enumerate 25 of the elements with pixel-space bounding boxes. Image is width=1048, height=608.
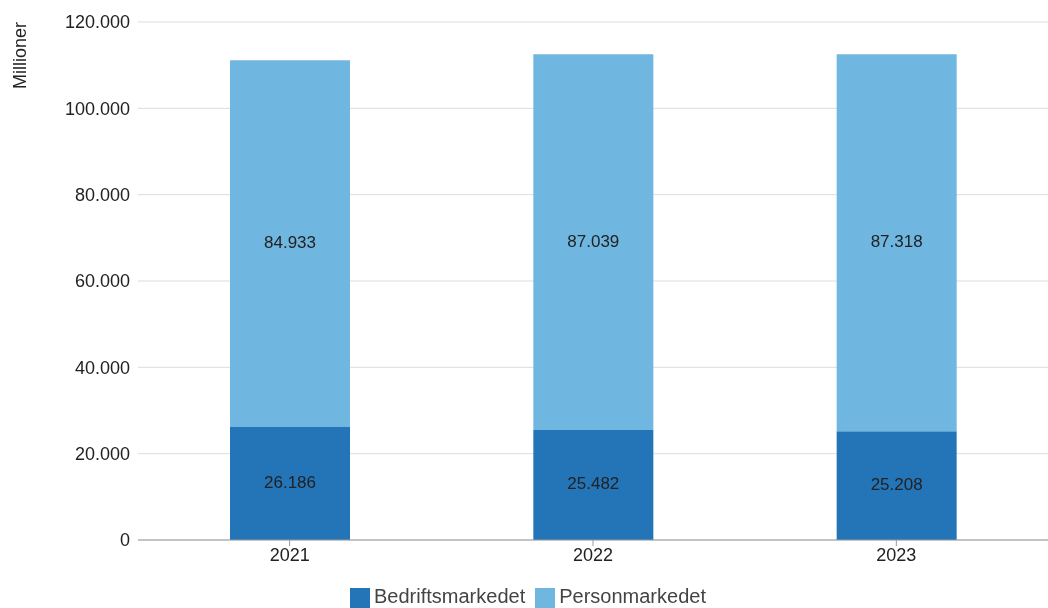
- y-axis-title: Millioner: [9, 22, 30, 90]
- y-tick-label: 100.000: [64, 98, 130, 119]
- data-label: 25.482: [567, 474, 620, 494]
- data-label: 87.318: [870, 232, 923, 252]
- data-label: 87.039: [567, 231, 620, 251]
- legend-label: Bedriftsmarkedet: [374, 585, 526, 607]
- x-tick-label: 2021: [269, 544, 310, 565]
- y-tick-label: 40.000: [74, 357, 130, 378]
- y-tick-label: 20.000: [74, 444, 130, 465]
- data-label: 25.208: [870, 475, 923, 495]
- data-label: 26.186: [264, 472, 316, 492]
- y-tick-label: 0: [119, 530, 130, 551]
- bar: [836, 431, 957, 540]
- legend-label: Personmarkedet: [559, 585, 706, 607]
- y-tick-label: 80.000: [74, 185, 130, 206]
- bar: [230, 426, 350, 540]
- bar: [836, 54, 957, 432]
- bar: [533, 54, 654, 430]
- bar: [230, 60, 350, 427]
- y-tick-label: 60.000: [74, 271, 130, 292]
- y-tick-label: 120.000: [64, 12, 130, 33]
- data-label: 84.933: [264, 233, 316, 253]
- bar: [533, 430, 654, 540]
- x-tick-label: 2023: [876, 544, 917, 565]
- x-tick-label: 2022: [572, 544, 614, 565]
